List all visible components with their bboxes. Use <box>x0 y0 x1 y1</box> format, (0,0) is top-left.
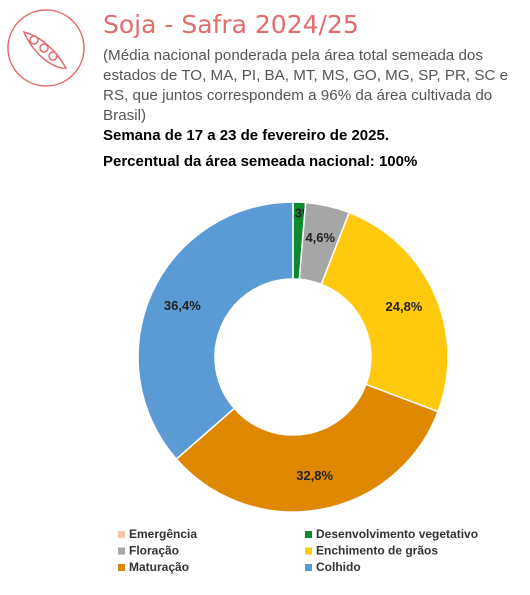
legend-label: Colhido <box>316 560 361 574</box>
legend-swatch <box>118 564 125 571</box>
donut-slice <box>175 383 440 513</box>
legend-label: Floração <box>129 544 179 558</box>
note: Semana de 17 a 23 de fevereiro de 2025. <box>103 127 390 144</box>
data-label: 32,8% <box>296 468 333 483</box>
legend-label: Desenvolvimento vegetativo <box>316 527 478 541</box>
legend-swatch <box>305 564 312 571</box>
legend-swatch <box>305 531 312 538</box>
legend-swatch <box>305 547 312 555</box>
data-label: 4,6% <box>305 230 335 245</box>
chart-title: Soja - Safra 2024/25 <box>103 10 359 39</box>
legend-swatch <box>118 531 125 538</box>
legend-swatch <box>118 547 125 555</box>
legend-label: Enchimento de grãos <box>316 544 438 558</box>
icon <box>7 9 85 87</box>
donut-slice <box>320 211 449 413</box>
legend-label: Emergência <box>129 527 197 541</box>
data-label: 36,4% <box>164 298 201 313</box>
legend-label: Maturação <box>129 560 189 574</box>
donut-slice <box>137 201 294 461</box>
data-label: 24,8% <box>386 299 423 314</box>
chart-subtitle: (Média nacional ponderada pela área tota… <box>103 47 509 124</box>
note: Percentual da área semeada nacional: 100… <box>103 153 418 170</box>
